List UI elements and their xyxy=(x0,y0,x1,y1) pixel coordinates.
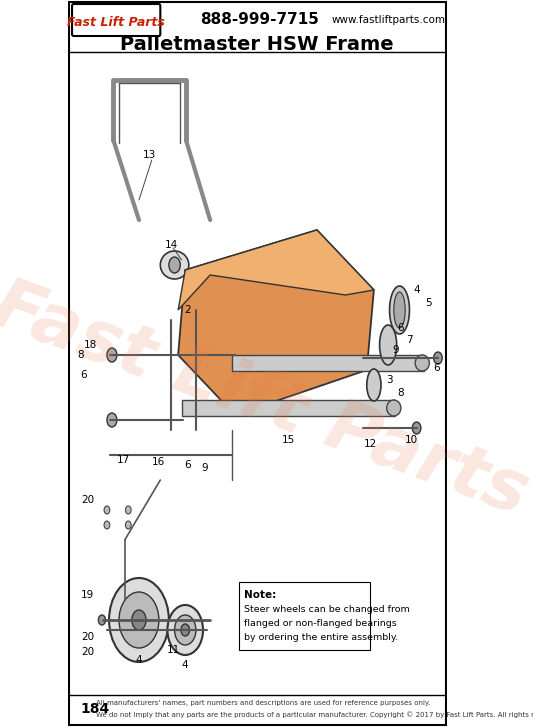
Text: 4: 4 xyxy=(182,660,189,670)
Ellipse shape xyxy=(119,592,159,648)
Ellipse shape xyxy=(415,355,430,371)
Ellipse shape xyxy=(169,257,180,273)
Text: 15: 15 xyxy=(282,435,295,445)
Ellipse shape xyxy=(104,506,110,514)
Text: 20: 20 xyxy=(81,495,94,505)
Bar xyxy=(231,355,424,371)
Text: 6: 6 xyxy=(433,363,440,373)
Text: 20: 20 xyxy=(81,632,94,642)
Ellipse shape xyxy=(160,251,189,279)
Text: 9: 9 xyxy=(201,463,208,473)
Ellipse shape xyxy=(413,422,421,434)
Text: 6: 6 xyxy=(398,323,404,333)
Text: Steer wheels can be changed from: Steer wheels can be changed from xyxy=(244,606,410,614)
Ellipse shape xyxy=(107,413,117,427)
Bar xyxy=(239,582,370,650)
Text: by ordering the entire assembly.: by ordering the entire assembly. xyxy=(244,633,399,643)
Text: flanged or non-flanged bearings: flanged or non-flanged bearings xyxy=(244,619,397,629)
Ellipse shape xyxy=(394,292,405,328)
FancyBboxPatch shape xyxy=(72,4,160,36)
Text: 9: 9 xyxy=(392,345,399,355)
Bar xyxy=(182,400,395,416)
Ellipse shape xyxy=(181,624,190,636)
Text: 888-999-7715: 888-999-7715 xyxy=(200,12,319,28)
Text: 6: 6 xyxy=(80,370,87,380)
Text: 184: 184 xyxy=(80,702,110,716)
Ellipse shape xyxy=(379,325,397,365)
Text: 8: 8 xyxy=(398,388,404,398)
Text: 2: 2 xyxy=(184,305,191,315)
Ellipse shape xyxy=(109,578,169,662)
Ellipse shape xyxy=(174,615,196,645)
Ellipse shape xyxy=(167,605,203,655)
Ellipse shape xyxy=(434,352,442,364)
Text: Note:: Note: xyxy=(244,590,277,600)
Text: 17: 17 xyxy=(117,455,130,465)
Text: 20: 20 xyxy=(81,647,94,657)
Text: Fast Lift Parts: Fast Lift Parts xyxy=(67,15,165,28)
Ellipse shape xyxy=(387,400,401,416)
Polygon shape xyxy=(178,230,374,310)
Text: 6: 6 xyxy=(184,460,191,470)
Text: 7: 7 xyxy=(406,335,413,345)
Ellipse shape xyxy=(367,369,381,401)
Ellipse shape xyxy=(132,610,146,630)
Ellipse shape xyxy=(107,348,117,362)
Ellipse shape xyxy=(390,286,409,334)
Ellipse shape xyxy=(125,506,131,514)
Text: 11: 11 xyxy=(166,645,180,655)
Text: 8: 8 xyxy=(77,350,84,360)
Text: All manufacturers' names, part numbers and descriptions are used for reference p: All manufacturers' names, part numbers a… xyxy=(96,700,431,706)
Text: Fast Lift Parts: Fast Lift Parts xyxy=(0,271,533,529)
Text: 19: 19 xyxy=(81,590,94,600)
Polygon shape xyxy=(178,230,374,415)
Text: 10: 10 xyxy=(405,435,417,445)
Text: 14: 14 xyxy=(164,240,177,250)
Ellipse shape xyxy=(99,615,106,625)
Text: www.fastliftparts.com: www.fastliftparts.com xyxy=(331,15,445,25)
Text: We do not imply that any parts are the products of a particular manufacturer. Co: We do not imply that any parts are the p… xyxy=(96,712,533,718)
Text: 4: 4 xyxy=(413,285,420,295)
Text: 13: 13 xyxy=(143,150,156,160)
Text: Palletmaster HSW Frame: Palletmaster HSW Frame xyxy=(120,34,394,54)
Text: 18: 18 xyxy=(84,340,97,350)
Ellipse shape xyxy=(125,521,131,529)
Text: 3: 3 xyxy=(386,375,393,385)
Text: 16: 16 xyxy=(152,457,166,467)
Text: 12: 12 xyxy=(364,439,377,449)
Ellipse shape xyxy=(104,521,110,529)
Text: 5: 5 xyxy=(425,298,432,308)
Text: 4: 4 xyxy=(136,655,142,665)
